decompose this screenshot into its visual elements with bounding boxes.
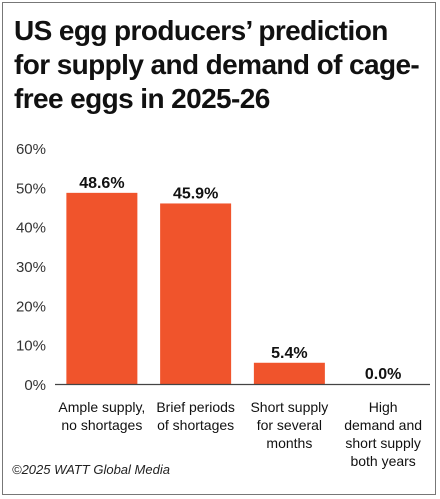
category-label: months	[266, 435, 312, 451]
category-label: Short supply	[250, 399, 328, 415]
category-label: High	[369, 399, 398, 415]
y-tick-label: 30%	[16, 259, 46, 276]
bar	[160, 203, 232, 384]
category-label: of shortages	[157, 417, 234, 433]
y-tick-label: 10%	[16, 338, 46, 355]
bar	[253, 362, 325, 384]
category-label: for several	[257, 417, 322, 433]
bar-data-label: 5.4%	[271, 345, 307, 362]
y-tick-label: 0%	[24, 377, 46, 394]
category-label: demand and	[344, 417, 422, 433]
chart-title: US egg producers’ prediction for supply …	[14, 15, 420, 114]
category-label: Brief periods	[156, 399, 235, 415]
bar-data-label: 45.9%	[173, 185, 218, 202]
category-label: Ample supply,	[58, 399, 145, 415]
y-tick-label: 60%	[16, 141, 46, 158]
category-label: short supply	[345, 435, 420, 451]
category-label: no shortages	[61, 417, 142, 433]
copyright-credit: ©2025 WATT Global Media	[12, 462, 170, 477]
y-tick-label: 50%	[16, 180, 46, 197]
category-label: both years	[350, 453, 415, 469]
bar	[66, 192, 138, 384]
y-tick-label: 40%	[16, 220, 46, 237]
bar-data-label: 48.6%	[79, 175, 124, 192]
y-tick-label: 20%	[16, 298, 46, 315]
bar-data-label: 0.0%	[365, 366, 401, 383]
